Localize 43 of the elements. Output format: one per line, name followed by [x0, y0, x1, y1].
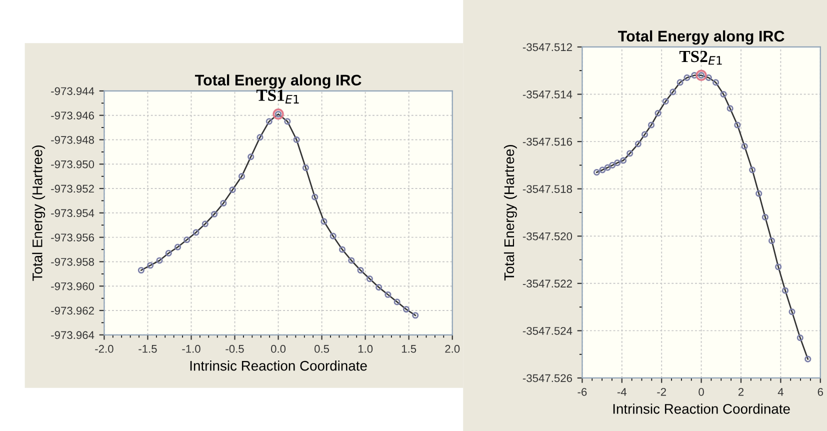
x-tick-label: 0.5 [314, 344, 330, 353]
y-tick-label: -3547.512 [522, 43, 572, 52]
x-tick-label: 1.5 [402, 345, 416, 353]
x-tick-label: -0.5 [226, 344, 244, 353]
chart-title: Total Energy along IRC [194, 74, 362, 89]
x-axis-title: Intrinsic Reaction Coordinate [190, 360, 367, 371]
x-tick-label: -6 [578, 388, 587, 396]
y-tick-label: -3547.522 [522, 280, 572, 288]
annotation: TS1$_{E1}$ [256, 90, 299, 104]
x-axis-title: Intrinsic Reaction Coordinate [613, 404, 790, 414]
y-tick-label: -973.950 [51, 160, 94, 168]
y-tick-label: -973.946 [51, 112, 94, 120]
y-tick-label: -3547.526 [522, 374, 572, 382]
x-tick-label: -1.5 [138, 345, 157, 353]
x-tick-label: 2.0 [445, 344, 460, 353]
y-tick-label: -973.958 [51, 258, 94, 266]
y-axis-title: Total Energy (Hartree) [504, 145, 517, 280]
y-tick-label: -973.944 [51, 87, 94, 96]
chart-title: Total Energy along IRC [618, 30, 784, 45]
y-tick-label: -973.964 [51, 331, 94, 340]
y-tick-label: -973.952 [51, 184, 94, 193]
x-tick-label: -1.0 [182, 344, 200, 353]
x-tick-label: 1.0 [358, 344, 373, 353]
y-tick-label: -973.962 [51, 306, 94, 315]
y-axis-title: Total Energy (Hartree) [32, 145, 46, 281]
annotation: TS2$_{E1}$ [679, 50, 722, 65]
x-tick-label: -4 [617, 388, 627, 396]
y-tick-label: -973.960 [51, 282, 94, 290]
y-tick-label: -3547.514 [522, 90, 572, 98]
x-tick-label: 4 [778, 388, 784, 396]
x-tick-label: -2.0 [95, 344, 114, 353]
x-tick-label: 0.0 [270, 344, 286, 353]
y-tick-label: -973.956 [51, 234, 94, 242]
y-tick-label: -973.948 [51, 136, 94, 144]
y-tick-label: -973.954 [51, 209, 94, 218]
y-tick-label: -3547.518 [522, 185, 572, 193]
x-tick-label: 2 [738, 388, 744, 396]
x-tick-label: 6 [818, 388, 823, 396]
y-tick-label: -3547.524 [522, 326, 572, 335]
y-tick-label: -3547.516 [522, 138, 572, 146]
y-tick-label: -3547.520 [522, 232, 572, 240]
x-tick-label: -2 [657, 388, 666, 396]
x-tick-label: 0 [698, 388, 704, 396]
